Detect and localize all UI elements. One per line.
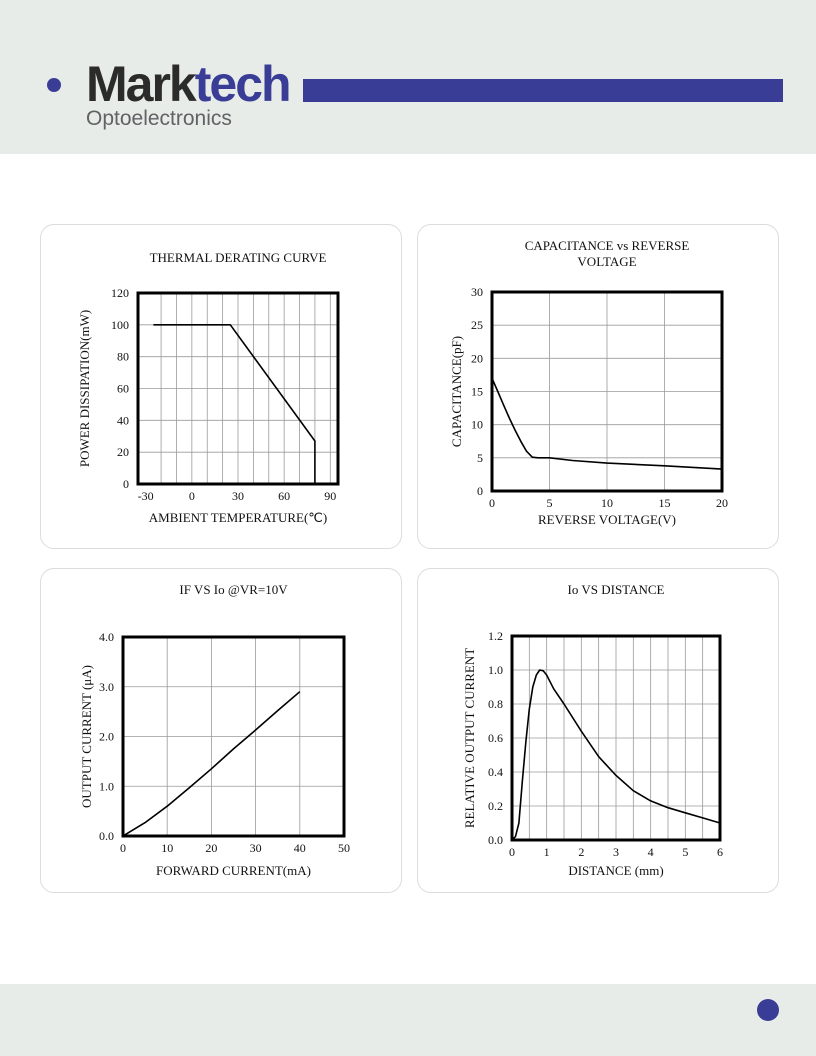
x-axis-label: DISTANCE (mm) bbox=[568, 863, 663, 878]
y-tick-label: 0.2 bbox=[488, 799, 503, 813]
x-tick-label: 30 bbox=[250, 841, 262, 855]
y-tick-label: 1.2 bbox=[488, 629, 503, 643]
plot-frame bbox=[121, 635, 346, 838]
y-axis-label: POWER DISSIPATION(mW) bbox=[77, 310, 92, 467]
y-tick-label: 15 bbox=[471, 385, 483, 399]
y-tick-label: 80 bbox=[117, 350, 129, 364]
y-tick-label: 120 bbox=[111, 286, 129, 300]
x-tick-label: 0 bbox=[489, 496, 495, 510]
x-tick-label: 50 bbox=[338, 841, 350, 855]
plot-frame bbox=[490, 290, 724, 493]
y-tick-label: 1.0 bbox=[488, 663, 503, 677]
y-tick-label: 40 bbox=[117, 413, 129, 427]
y-tick-label: 0.8 bbox=[488, 697, 503, 711]
y-tick-label: 4.0 bbox=[99, 630, 114, 644]
x-axis-label: FORWARD CURRENT(mA) bbox=[156, 863, 311, 878]
data-series-line bbox=[122, 691, 301, 837]
brand-tagline: Optoelectronics bbox=[86, 107, 232, 130]
x-tick-label: 5 bbox=[547, 496, 553, 510]
x-tick-label: 0 bbox=[509, 845, 515, 859]
data-series-line bbox=[511, 669, 721, 841]
x-tick-label: 3 bbox=[613, 845, 619, 859]
data-series-line bbox=[491, 377, 723, 470]
data-series-line bbox=[153, 324, 316, 484]
y-tick-label: 20 bbox=[471, 351, 483, 365]
page-dot-icon bbox=[757, 999, 779, 1021]
x-tick-label: 10 bbox=[601, 496, 613, 510]
chart-panel-distance: Io VS DISTANCE 0 1 2 3 4 5 6 0.0 0.2 0.4 0.6 0.8 1.0 1… bbox=[417, 568, 779, 893]
x-axis-label: REVERSE VOLTAGE(V) bbox=[538, 512, 676, 527]
x-tick-label: 15 bbox=[659, 496, 671, 510]
x-tick-label: 10 bbox=[161, 841, 173, 855]
chart-title: CAPACITANCE vs REVERSE bbox=[525, 238, 690, 253]
y-tick-label: 2.0 bbox=[99, 730, 114, 744]
x-tick-label: 1 bbox=[544, 845, 550, 859]
y-tick-label: 0.4 bbox=[488, 765, 503, 779]
chart-title: IF VS Io @VR=10V bbox=[179, 582, 288, 597]
brand-bar bbox=[303, 79, 783, 102]
x-tick-label: 5 bbox=[682, 845, 688, 859]
y-tick-label: 3.0 bbox=[99, 680, 114, 694]
header-band bbox=[0, 0, 816, 154]
x-tick-label: 4 bbox=[648, 845, 654, 859]
x-tick-label: 0 bbox=[189, 489, 195, 503]
x-tick-label: 2 bbox=[578, 845, 584, 859]
chart-title: THERMAL DERATING CURVE bbox=[150, 250, 327, 265]
brand-name-part1: Mark bbox=[86, 56, 197, 112]
y-tick-label: 25 bbox=[471, 318, 483, 332]
x-axis-label: AMBIENT TEMPERATURE(℃) bbox=[149, 510, 327, 525]
y-tick-label: 0 bbox=[477, 484, 483, 498]
x-tick-label: -30 bbox=[138, 489, 154, 503]
chart-title: VOLTAGE bbox=[577, 254, 636, 269]
x-tick-label: 20 bbox=[716, 496, 728, 510]
y-axis-label: CAPACITANCE(pF) bbox=[449, 336, 464, 447]
x-tick-label: 60 bbox=[278, 489, 290, 503]
y-tick-label: 10 bbox=[471, 418, 483, 432]
y-tick-label: 0.6 bbox=[488, 731, 503, 745]
y-tick-label: 60 bbox=[117, 382, 129, 396]
chart-title: Io VS DISTANCE bbox=[568, 582, 665, 597]
y-axis-label: RELATIVE OUTPUT CURRENT bbox=[462, 648, 477, 828]
x-tick-label: 0 bbox=[120, 841, 126, 855]
x-tick-label: 90 bbox=[324, 489, 336, 503]
footer-band bbox=[0, 984, 816, 1056]
thermal-derating-chart: THERMAL DERATING CURVE -30 0 30 60 90 0 20 40 60 8… bbox=[77, 250, 340, 525]
chart-panel-capacitance: CAPACITANCE vs REVERSE VOLTAGE 0 5 10 15 20 0 5 1… bbox=[417, 224, 779, 549]
y-axis-label: OUTPUT CURRENT (μA) bbox=[79, 665, 94, 808]
x-tick-label: 6 bbox=[717, 845, 723, 859]
x-tick-label: 30 bbox=[232, 489, 244, 503]
y-tick-label: 100 bbox=[111, 318, 129, 332]
chart-panel-output-current: IF VS Io @VR=10V 0 10 20 30 40 50 0.0 1.0 2.0 3.0 4… bbox=[40, 568, 402, 893]
output-current-chart: IF VS Io @VR=10V 0 10 20 30 40 50 0.0 1.0 2.0 3.0 4… bbox=[79, 582, 350, 878]
marktech-logo-icon bbox=[47, 69, 74, 101]
y-tick-label: 5 bbox=[477, 451, 483, 465]
distance-chart: Io VS DISTANCE 0 1 2 3 4 5 6 0.0 0.2 0.4 0.6 0.8 1.0 1… bbox=[462, 582, 723, 878]
x-tick-label: 20 bbox=[205, 841, 217, 855]
y-tick-label: 20 bbox=[117, 445, 129, 459]
y-tick-label: 1.0 bbox=[99, 779, 114, 793]
y-tick-label: 0 bbox=[123, 477, 129, 491]
brand-name: Marktech bbox=[86, 56, 292, 112]
chart-panel-thermal: THERMAL DERATING CURVE -30 0 30 60 90 0 20 40 60 8… bbox=[40, 224, 402, 549]
brand-name-part2: tech bbox=[194, 56, 292, 112]
plot-frame bbox=[510, 634, 722, 842]
x-tick-label: 40 bbox=[294, 841, 306, 855]
y-tick-label: 0.0 bbox=[99, 829, 114, 843]
y-tick-label: 0.0 bbox=[488, 833, 503, 847]
plot-frame bbox=[136, 291, 340, 486]
y-tick-label: 30 bbox=[471, 285, 483, 299]
